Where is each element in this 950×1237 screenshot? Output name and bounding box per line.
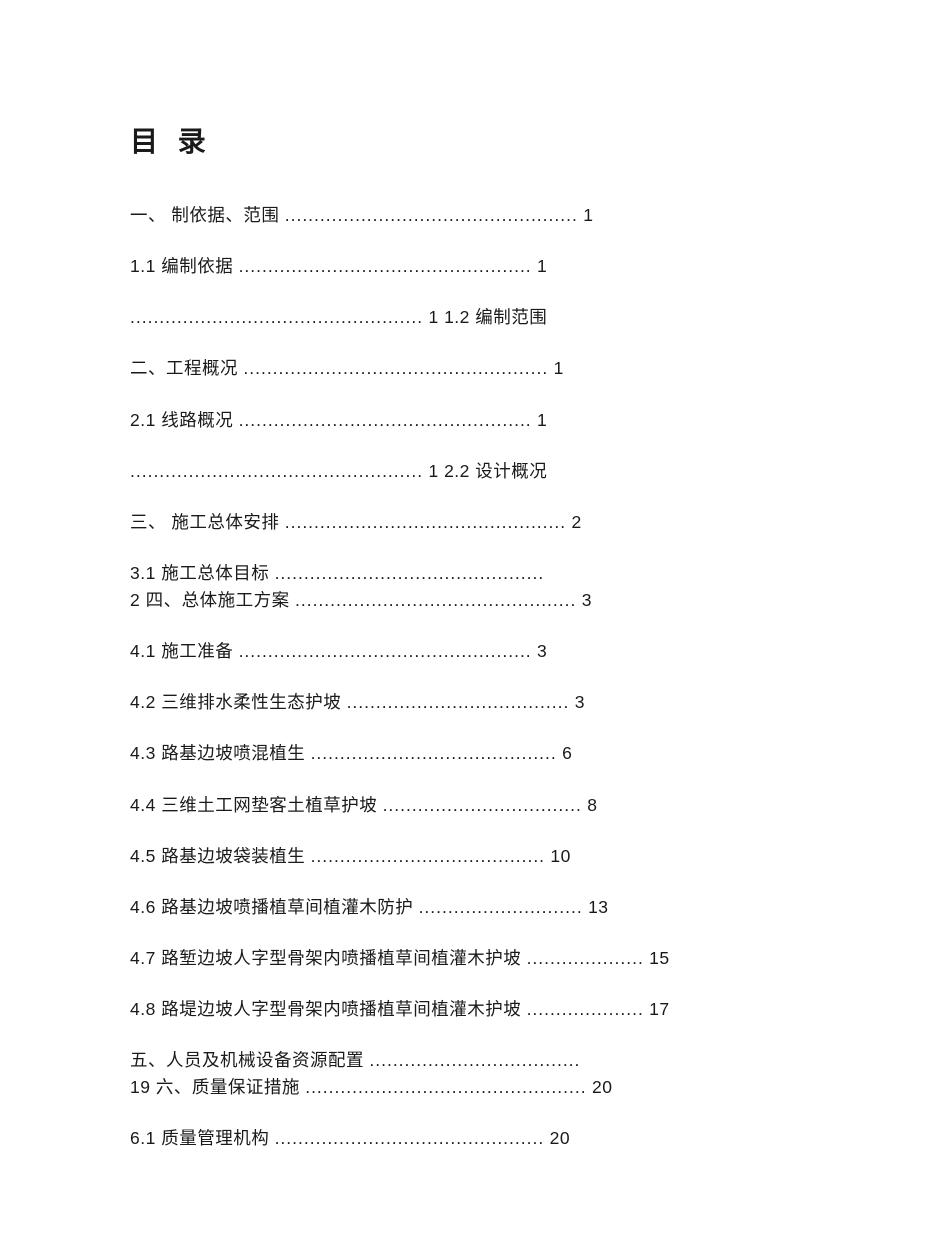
toc-page-number: 17 — [644, 999, 670, 1019]
toc-page-number: 6 — [557, 743, 573, 763]
toc-entry-label: 4.5 路基边坡袋装植生 — [130, 846, 311, 866]
toc-leader-dots: .................................... — [369, 1050, 580, 1070]
toc-entry-label: 五、人员及机械设备资源配置 — [130, 1050, 369, 1070]
toc-line: 五、人员及机械设备资源配置 ..........................… — [130, 1047, 820, 1101]
toc-entry-label: 1.2 编制范围 — [444, 307, 547, 327]
toc-entry-label: 2.2 设计概况 — [444, 461, 547, 481]
toc-leader-dots: ........................................… — [130, 307, 423, 327]
toc-page-number: 13 — [583, 897, 609, 917]
toc-line: 4.4 三维土工网垫客土植草护坡 .......................… — [130, 792, 820, 819]
toc-entry-label: 4.1 施工准备 — [130, 641, 239, 661]
toc-leader-dots: ........................................… — [239, 641, 532, 661]
toc-page-number: 3 — [576, 590, 592, 610]
toc-leader-dots: ........................................… — [239, 410, 532, 430]
toc-leader-dots: ........................................… — [275, 563, 545, 583]
toc-entry-label: 六、质量保证措施 — [156, 1077, 305, 1097]
toc-entry-label: 4.6 路基边坡喷播植草间植灌木防护 — [130, 897, 419, 917]
toc-line: 三、 施工总体安排 ..............................… — [130, 509, 820, 536]
toc-line: ........................................… — [130, 304, 820, 331]
toc-line: 1.1 编制依据 ...............................… — [130, 253, 820, 280]
toc-page-number: 1 — [423, 307, 444, 327]
toc-page-number: 8 — [582, 795, 598, 815]
toc-page-number: 2 — [130, 590, 146, 610]
toc-entry-label: 4.4 三维土工网垫客土植草护坡 — [130, 795, 383, 815]
toc-entry-label: 3.1 施工总体目标 — [130, 563, 275, 583]
toc-line: 4.7 路堑边坡人字型骨架内喷播植草间植灌木护坡 ...............… — [130, 945, 820, 972]
toc-page-number: 20 — [544, 1128, 570, 1148]
toc-leader-dots: ...................................... — [347, 692, 570, 712]
toc-line: 一、 制依据、范围 ..............................… — [130, 202, 820, 229]
toc-leader-dots: .................................. — [383, 795, 582, 815]
toc-line: 3.1 施工总体目标 .............................… — [130, 560, 820, 614]
toc-leader-dots: ........................................… — [275, 1128, 545, 1148]
toc-entry-label: 1.1 编制依据 — [130, 256, 239, 276]
toc-page-number: 15 — [644, 948, 670, 968]
toc-line: 二、工程概况 .................................… — [130, 355, 820, 382]
toc-entry-label: 4.3 路基边坡喷混植生 — [130, 743, 311, 763]
toc-entry-label: 二、工程概况 — [130, 358, 243, 378]
toc-leader-dots: ........................................ — [311, 846, 545, 866]
toc-leader-dots: ........................................… — [285, 205, 578, 225]
toc-line: 6.1 质量管理机构 .............................… — [130, 1125, 820, 1152]
toc-leader-dots: ........................................… — [295, 590, 576, 610]
toc-page-number: 1 — [548, 358, 564, 378]
toc-entry-label: 三、 施工总体安排 — [130, 512, 285, 532]
toc-leader-dots: ........................................… — [130, 461, 423, 481]
toc-page-number: 10 — [545, 846, 571, 866]
toc-leader-dots: .................... — [527, 999, 644, 1019]
toc-line: 2.1 线路概况 ...............................… — [130, 407, 820, 434]
toc-entry-label: 2.1 线路概况 — [130, 410, 239, 430]
toc-leader-dots: ........................................… — [285, 512, 566, 532]
toc-leader-dots: ........................................… — [243, 358, 548, 378]
toc-page-number: 3 — [569, 692, 585, 712]
toc-line: 4.6 路基边坡喷播植草间植灌木防护 .....................… — [130, 894, 820, 921]
toc-entry-label: 四、总体施工方案 — [146, 590, 295, 610]
toc-page-number: 3 — [532, 641, 548, 661]
toc-leader-dots: ........................................… — [305, 1077, 586, 1097]
toc-entry-label: 6.1 质量管理机构 — [130, 1128, 275, 1148]
toc-entry-label: 4.7 路堑边坡人字型骨架内喷播植草间植灌木护坡 — [130, 948, 527, 968]
toc-line: 4.3 路基边坡喷混植生 ...........................… — [130, 740, 820, 767]
toc-page-number: 20 — [587, 1077, 613, 1097]
toc-leader-dots: ............................ — [419, 897, 583, 917]
toc-page-number: 1 — [423, 461, 444, 481]
toc-page-number: 1 — [532, 410, 548, 430]
toc-entry-label: 4.2 三维排水柔性生态护坡 — [130, 692, 347, 712]
toc-leader-dots: .................... — [527, 948, 644, 968]
toc-page-number: 1 — [532, 256, 548, 276]
toc-page-number: 1 — [578, 205, 594, 225]
toc-title: 目 录 — [130, 120, 820, 160]
toc-leader-dots: ........................................… — [239, 256, 532, 276]
toc-page-number: 19 — [130, 1077, 156, 1097]
toc-leader-dots: ........................................… — [311, 743, 557, 763]
toc-entry-label: 4.8 路堤边坡人字型骨架内喷播植草间植灌木护坡 — [130, 999, 527, 1019]
toc-line: ........................................… — [130, 458, 820, 485]
document-page: 目 录 一、 制依据、范围 ..........................… — [0, 0, 950, 1237]
toc-line: 4.5 路基边坡袋装植生 ...........................… — [130, 843, 820, 870]
toc-entry-label: 一、 制依据、范围 — [130, 205, 285, 225]
toc-list: 一、 制依据、范围 ..............................… — [130, 202, 820, 1153]
toc-page-number: 2 — [566, 512, 582, 532]
toc-line: 4.2 三维排水柔性生态护坡 .........................… — [130, 689, 820, 716]
toc-line: 4.8 路堤边坡人字型骨架内喷播植草间植灌木护坡 ...............… — [130, 996, 820, 1023]
toc-line: 4.1 施工准备 ...............................… — [130, 638, 820, 665]
